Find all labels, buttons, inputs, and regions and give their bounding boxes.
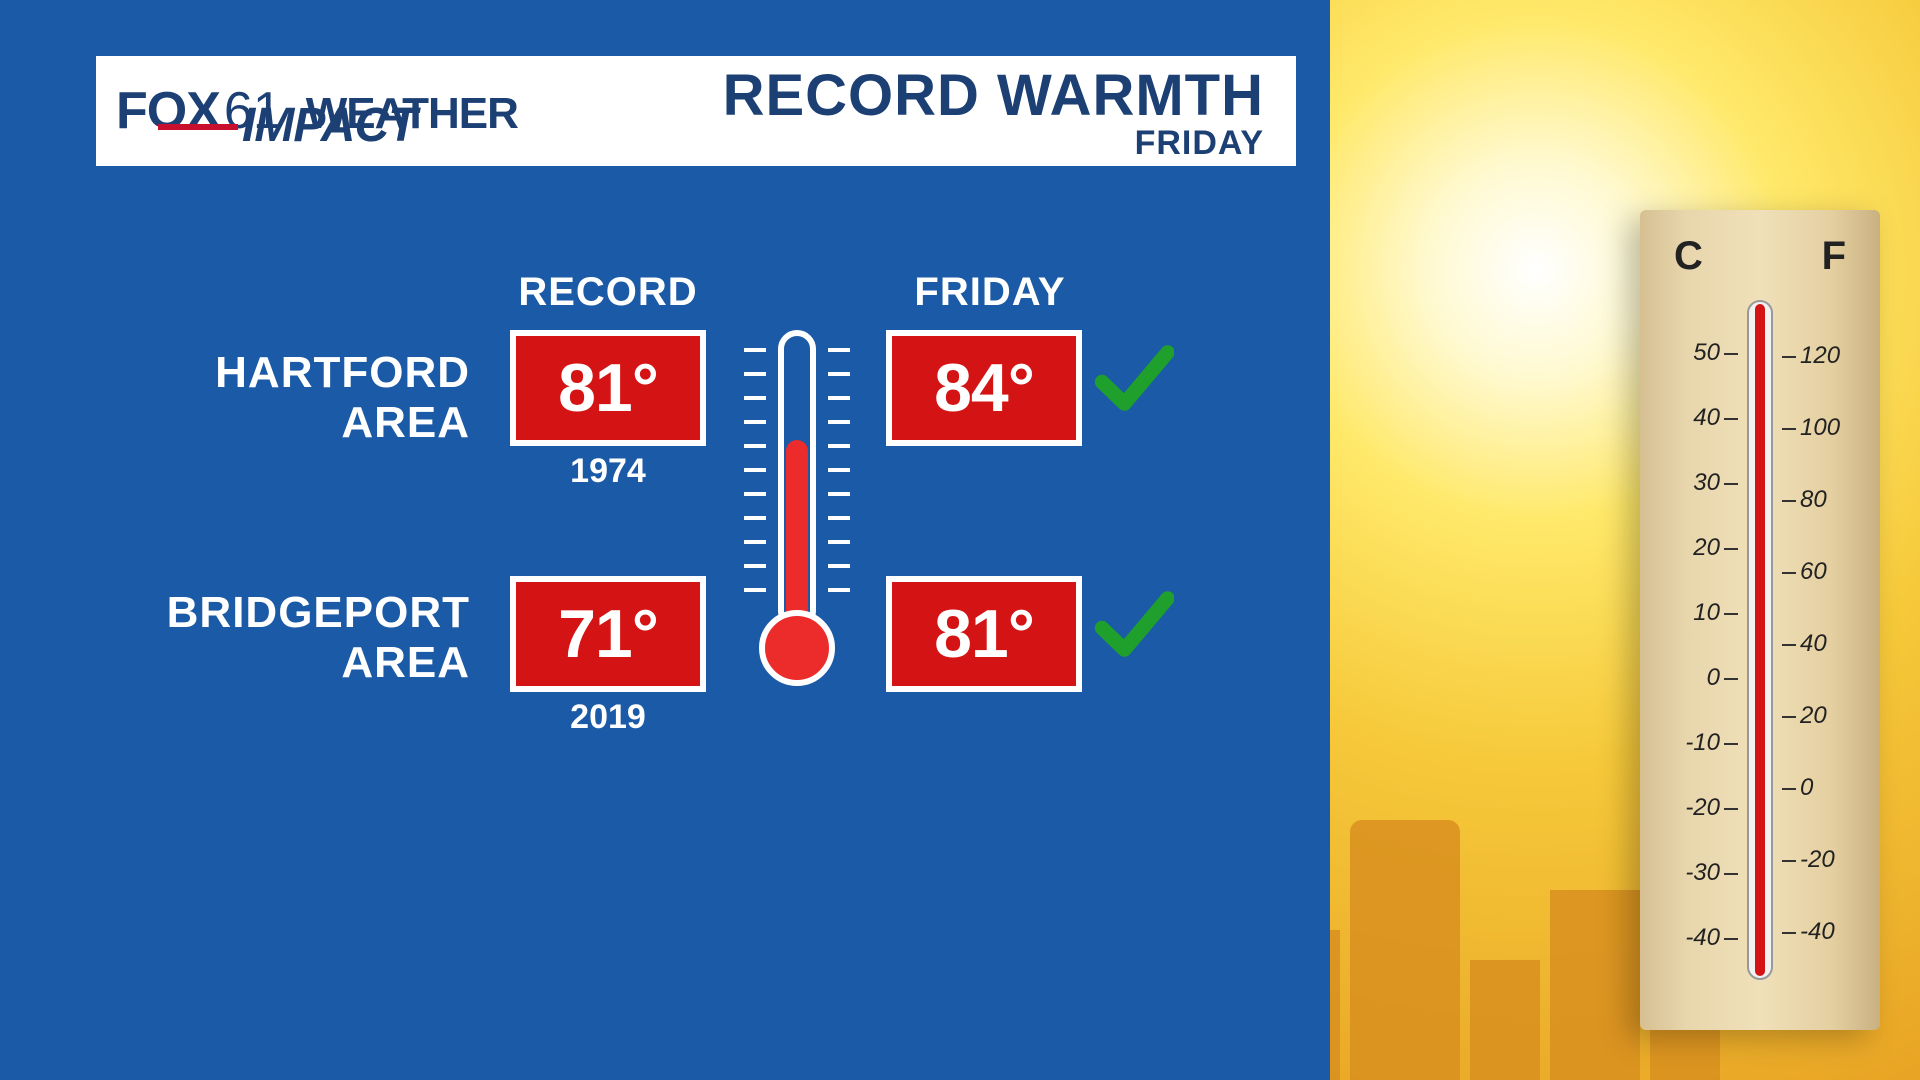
thermometer-photo: C F 50403020100-10-20-30-40 120100806040… bbox=[1640, 210, 1880, 1030]
temp-record-hartford: 81° bbox=[510, 330, 706, 446]
record-year-hartford: 1974 bbox=[510, 452, 706, 491]
checkmark-icon bbox=[1094, 338, 1174, 418]
record-year-bridgeport: 2019 bbox=[510, 698, 706, 737]
temp-record-bridgeport: 71° bbox=[510, 576, 706, 692]
column-header-record: RECORD bbox=[498, 270, 718, 315]
weather-panel: FOX 61 WEATHER RECORD WARMTH FRIDAY IMPA… bbox=[0, 0, 1330, 1080]
area-line: AREA bbox=[0, 638, 470, 688]
thermo-ticks-celsius: 50403020100-10-20-30-40 bbox=[1660, 320, 1720, 970]
unit-fahrenheit-label: F bbox=[1822, 234, 1846, 279]
logo-network: FOX bbox=[116, 81, 220, 141]
logo-subprogram-text: IMPACT bbox=[242, 99, 416, 152]
headline-title: RECORD WARMTH bbox=[723, 62, 1264, 129]
area-line: HARTFORD bbox=[0, 348, 470, 398]
area-line: AREA bbox=[0, 398, 470, 448]
checkmark-icon bbox=[1094, 584, 1174, 664]
temp-friday-bridgeport: 81° bbox=[886, 576, 1082, 692]
headline-subtitle: FRIDAY bbox=[1135, 124, 1264, 163]
column-header-friday: FRIDAY bbox=[880, 270, 1100, 315]
thermometer-icon bbox=[742, 330, 852, 686]
unit-celsius-label: C bbox=[1674, 234, 1703, 279]
area-line: BRIDGEPORT bbox=[0, 588, 470, 638]
temp-friday-hartford: 84° bbox=[886, 330, 1082, 446]
area-label-hartford: HARTFORD AREA bbox=[0, 348, 470, 448]
area-label-bridgeport: BRIDGEPORT AREA bbox=[0, 588, 470, 688]
logo-subprogram: IMPACT bbox=[242, 98, 416, 153]
thermo-ticks-fahrenheit: 120100806040200-20-40 bbox=[1800, 320, 1860, 968]
